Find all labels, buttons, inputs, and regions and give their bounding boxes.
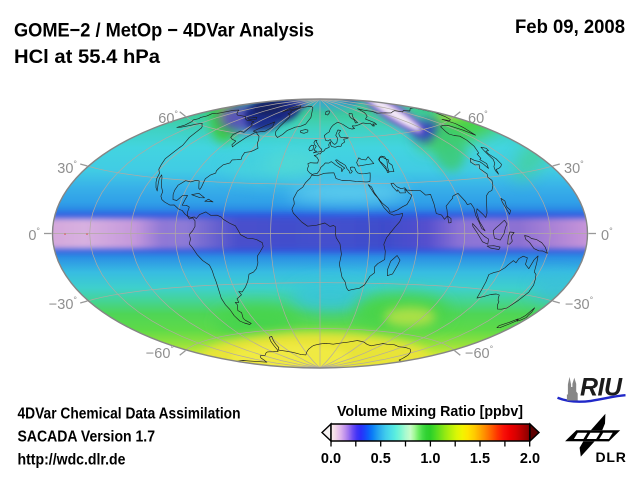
svg-text:RIU: RIU xyxy=(580,374,623,402)
svg-text:DLR: DLR xyxy=(596,449,627,465)
svg-text:−60°: −60° xyxy=(465,344,494,362)
svg-text:1.5: 1.5 xyxy=(470,451,490,467)
svg-text:2.0: 2.0 xyxy=(520,451,540,467)
svg-text:30°: 30° xyxy=(564,159,584,177)
svg-text:60°: 60° xyxy=(468,109,488,127)
svg-text:−30°: −30° xyxy=(565,295,594,313)
svg-text:Feb 09, 2008: Feb 09, 2008 xyxy=(515,16,625,38)
svg-text:0.5: 0.5 xyxy=(371,451,391,467)
svg-text:4DVar Chemical Data Assimilati: 4DVar Chemical Data Assimilation xyxy=(18,406,241,423)
svg-text:SACADA Version 1.7: SACADA Version 1.7 xyxy=(18,429,156,446)
svg-text:http://wdc.dlr.de: http://wdc.dlr.de xyxy=(18,452,126,469)
svg-text:30°: 30° xyxy=(57,159,77,177)
svg-text:GOME−2 / MetOp − 4DVar Analysi: GOME−2 / MetOp − 4DVar Analysis xyxy=(14,20,314,42)
svg-text:Volume Mixing Ratio [ppbv]: Volume Mixing Ratio [ppbv] xyxy=(337,404,523,420)
svg-text:−30°: −30° xyxy=(49,295,78,313)
svg-text:60°: 60° xyxy=(158,109,178,127)
svg-text:1.0: 1.0 xyxy=(420,451,440,467)
svg-text:HCl at 55.4 hPa: HCl at 55.4 hPa xyxy=(14,46,160,68)
svg-text:−60°: −60° xyxy=(146,344,175,362)
svg-text:0.0: 0.0 xyxy=(321,451,341,467)
